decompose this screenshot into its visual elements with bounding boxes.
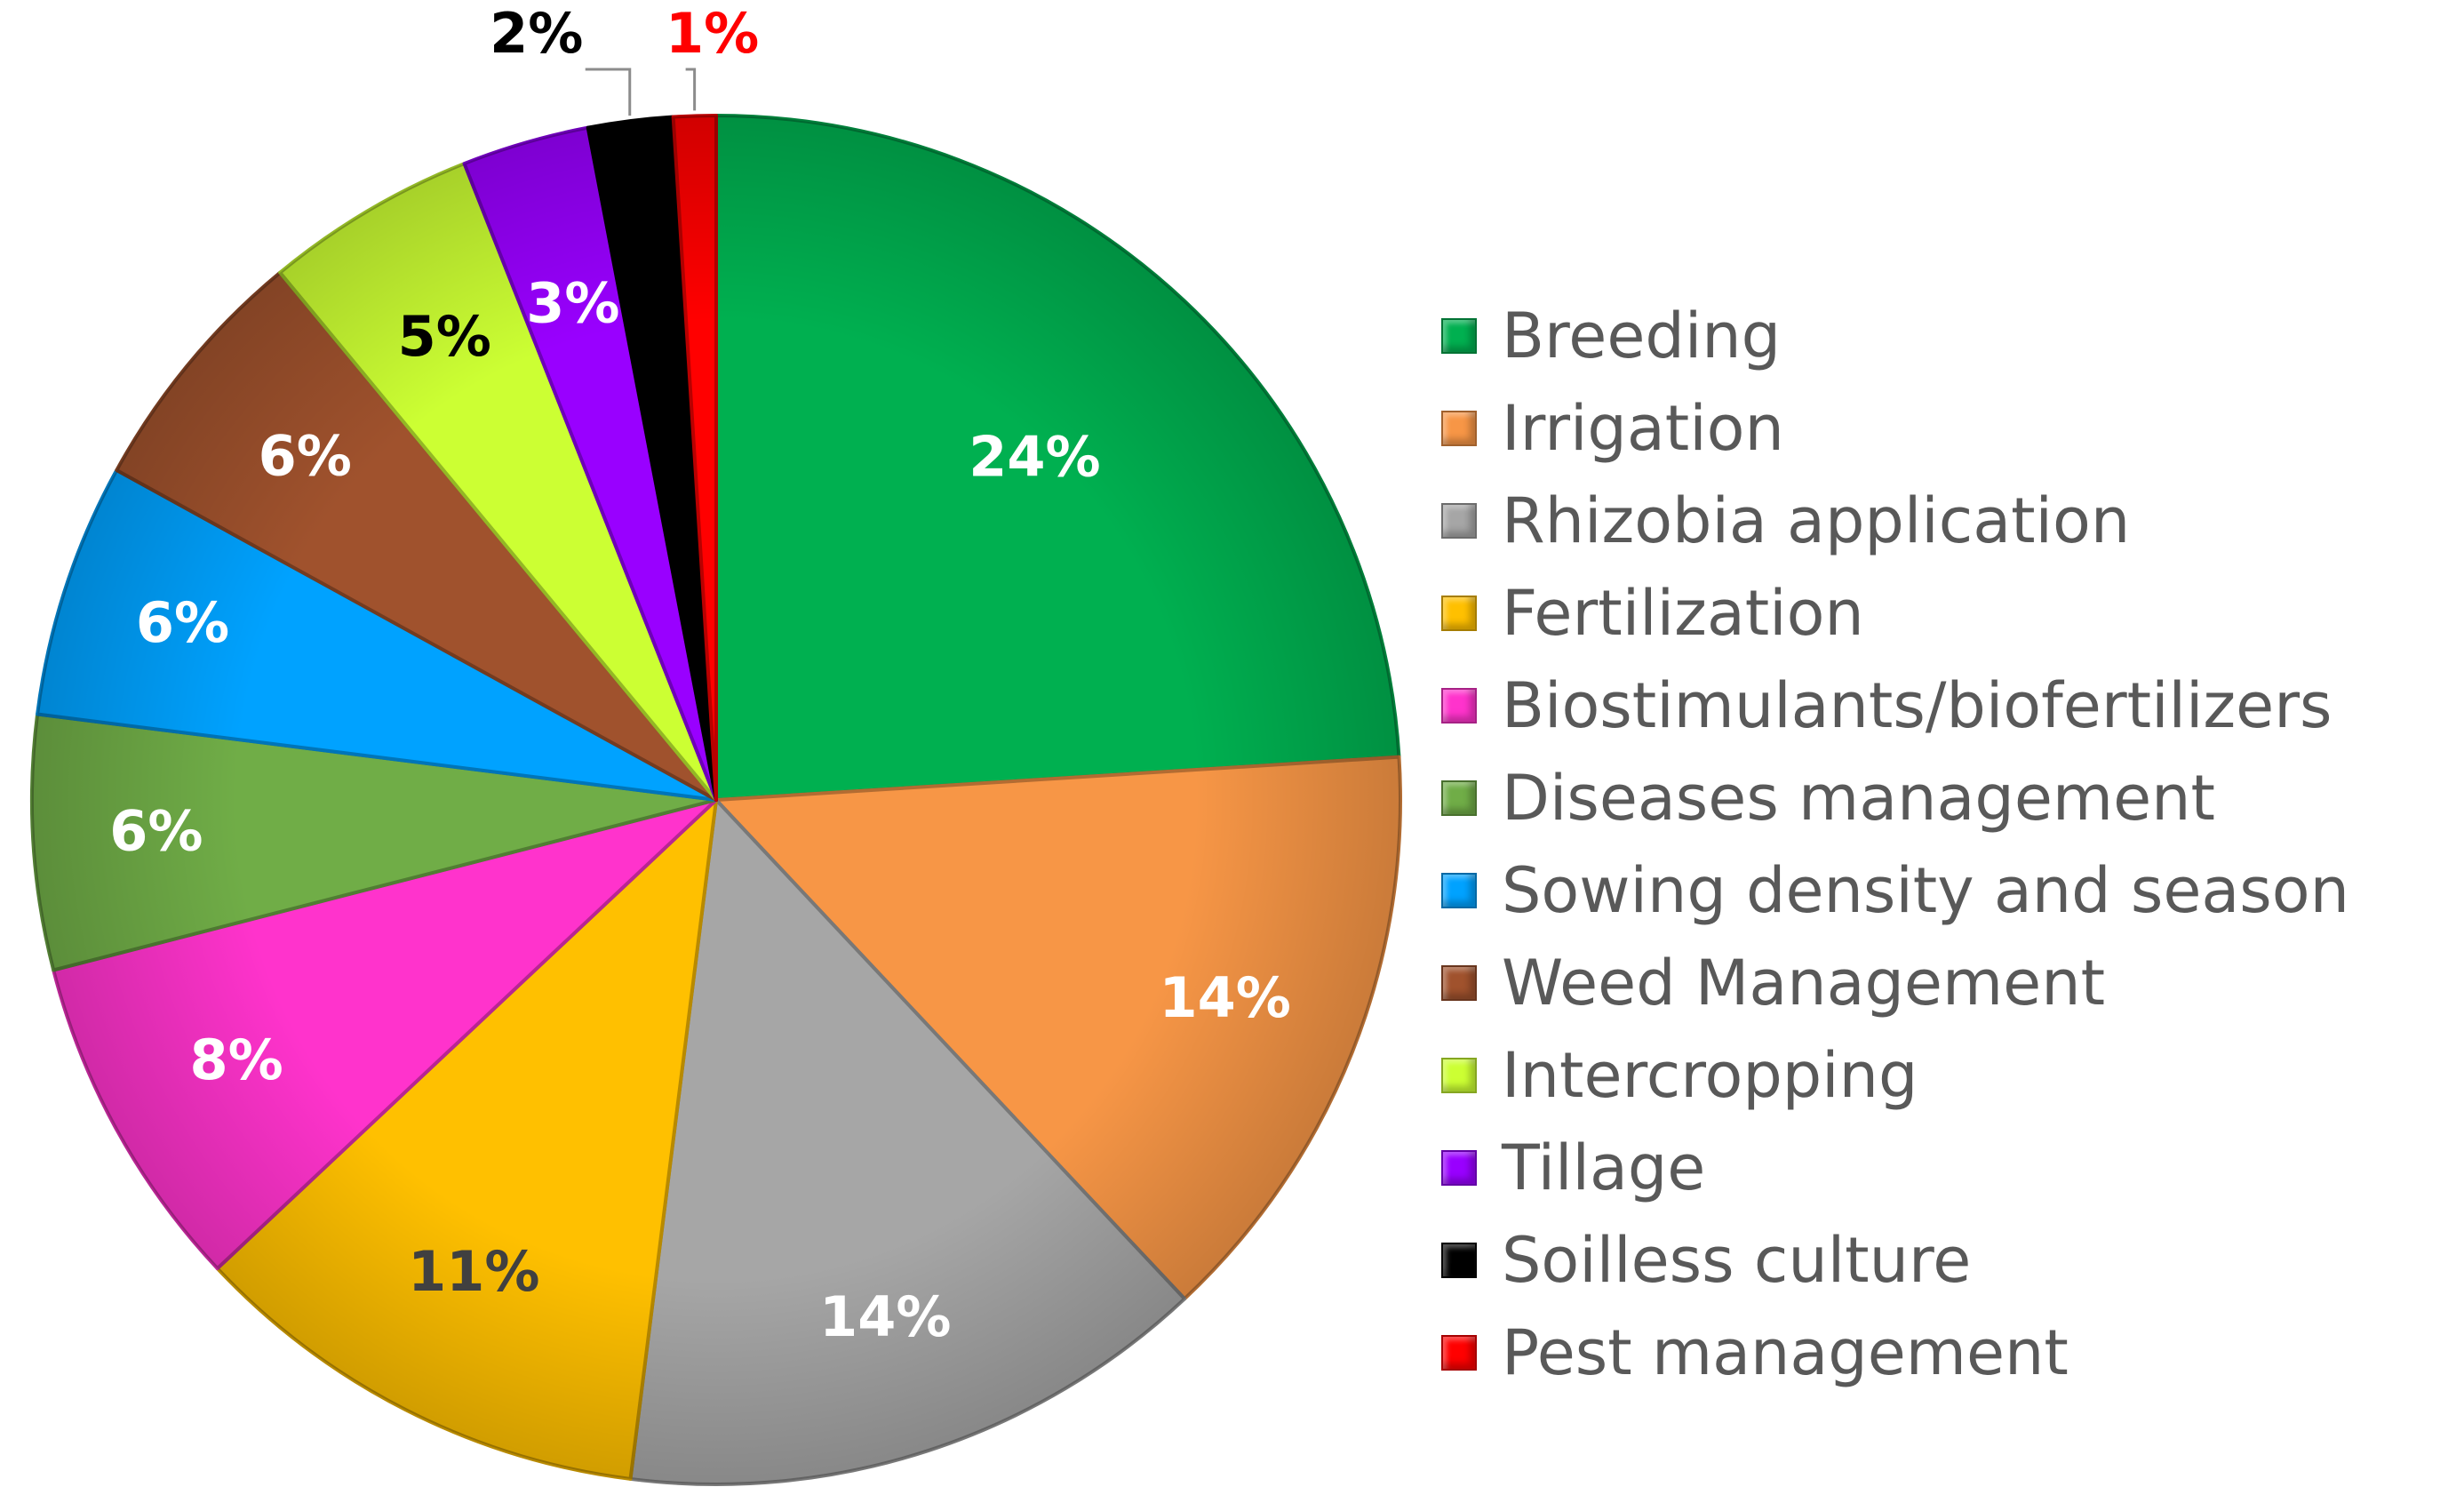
legend-label: Pest management [1502, 1316, 2069, 1389]
legend-label: Biostimulants/biofertilizers [1502, 669, 2332, 742]
leader-line-pest-management [685, 68, 697, 111]
legend-label: Diseases management [1502, 762, 2215, 835]
leader-line-soilless-culture [585, 68, 632, 116]
legend-swatch [1441, 1243, 1477, 1278]
legend: Breeding Irrigation Rhizobia application… [1441, 290, 2349, 1399]
legend-swatch [1441, 503, 1477, 539]
legend-item-pest-management: Pest management [1441, 1307, 2349, 1399]
legend-item-irrigation: Irrigation [1441, 382, 2349, 475]
data-label-irrigation: 14% [1160, 965, 1291, 1030]
data-label-diseases-management: 6% [109, 799, 203, 864]
legend-item-breeding: Breeding [1441, 290, 2349, 382]
legend-item-fertilization: Fertilization [1441, 567, 2349, 660]
legend-item-sowing-density-and-season: Sowing density and season [1441, 844, 2349, 937]
data-label-rhizobia-application: 14% [819, 1284, 951, 1349]
legend-item-diseases-management: Diseases management [1441, 752, 2349, 844]
data-label-tillage: 3% [526, 271, 619, 336]
legend-label: Soilless culture [1502, 1224, 1972, 1297]
data-label-breeding: 24% [969, 424, 1100, 489]
legend-item-weed-management: Weed Management [1441, 937, 2349, 1029]
legend-label: Tillage [1502, 1131, 1706, 1204]
legend-swatch [1441, 688, 1477, 724]
legend-swatch [1441, 965, 1477, 1001]
legend-label: Rhizobia application [1502, 484, 2131, 557]
legend-item-tillage: Tillage [1441, 1122, 2349, 1214]
data-label-biostimulants-biofertilizers: 8% [190, 1027, 283, 1092]
legend-swatch [1441, 873, 1477, 908]
legend-swatch [1441, 1335, 1477, 1371]
legend-swatch [1441, 1058, 1477, 1093]
data-label-fertilization: 11% [408, 1239, 539, 1304]
legend-item-intercropping: Intercropping [1441, 1029, 2349, 1122]
legend-item-rhizobia-application: Rhizobia application [1441, 475, 2349, 567]
legend-label: Sowing density and season [1502, 854, 2349, 927]
data-label-intercropping: 5% [398, 304, 491, 369]
legend-swatch [1441, 780, 1477, 816]
legend-label: Fertilization [1502, 577, 1864, 650]
data-label-sowing-density-and-season: 6% [136, 590, 229, 655]
legend-label: Breeding [1502, 300, 1782, 372]
legend-item-soilless-culture: Soilless culture [1441, 1214, 2349, 1307]
legend-swatch [1441, 1150, 1477, 1186]
legend-label: Intercropping [1502, 1039, 1918, 1112]
data-label-soilless-culture: 2% [490, 1, 583, 66]
legend-item-biostimulants-biofertilizers: Biostimulants/biofertilizers [1441, 660, 2349, 752]
legend-label: Irrigation [1502, 392, 1784, 465]
legend-label: Weed Management [1502, 947, 2106, 1019]
legend-swatch [1441, 318, 1477, 354]
legend-swatch [1441, 411, 1477, 446]
legend-swatch [1441, 596, 1477, 631]
data-label-pest-management: 1% [666, 1, 759, 66]
data-label-weed-management: 6% [259, 423, 352, 488]
